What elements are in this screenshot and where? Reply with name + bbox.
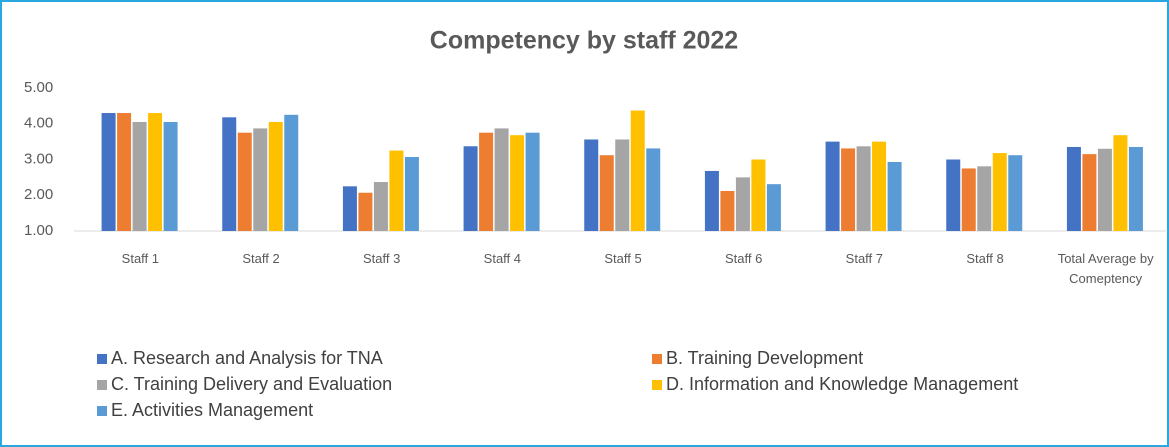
- x-tick-label: Staff 3: [362, 251, 401, 266]
- bar: [946, 159, 961, 231]
- x-tick-label: Staff 7: [845, 251, 883, 266]
- bar: [494, 128, 509, 231]
- bar: [342, 186, 357, 231]
- legend-label: E. Activities Management: [111, 400, 314, 420]
- bar: [766, 184, 781, 231]
- bar: [872, 141, 887, 231]
- legend-swatch: [97, 353, 107, 364]
- bar: [584, 139, 599, 231]
- legend-label: C. Training Delivery and Evaluation: [111, 374, 393, 394]
- bar: [132, 121, 147, 231]
- bar: [887, 162, 902, 231]
- legend-item: C. Training Delivery and Evaluation: [97, 374, 392, 395]
- bar: [510, 135, 525, 231]
- bar: [525, 132, 540, 231]
- x-tick-label: Staff 5: [604, 251, 642, 266]
- bar: [961, 168, 976, 231]
- x-tick-label: Staff 6: [724, 251, 763, 266]
- bar: [1128, 146, 1143, 231]
- bar: [630, 110, 645, 231]
- bar: [704, 170, 719, 231]
- bar: [856, 146, 871, 231]
- bar: [977, 166, 992, 231]
- y-tick-label: 5.00: [24, 79, 53, 96]
- x-tick-label: Staff 4: [483, 251, 521, 266]
- bar: [284, 114, 299, 231]
- bar: [163, 121, 178, 231]
- bar: [222, 117, 237, 231]
- bar: [825, 141, 840, 231]
- bar: [463, 146, 478, 231]
- bar: [735, 177, 750, 231]
- bar: [841, 148, 856, 231]
- y-tick-label: 4.00: [24, 115, 53, 132]
- bar: [1097, 148, 1112, 231]
- bar: [358, 192, 373, 231]
- y-tick-label: 1.00: [24, 222, 53, 239]
- bar: [237, 132, 252, 231]
- bar: [479, 132, 494, 231]
- bar: [646, 148, 661, 231]
- bar: [404, 156, 419, 231]
- legend-label: D. Information and Knowledge Management: [666, 374, 1019, 394]
- legend-label: A. Research and Analysis for TNA: [111, 348, 383, 368]
- bar: [992, 153, 1007, 231]
- legend-item: E. Activities Management: [97, 400, 313, 421]
- bar: [720, 190, 735, 231]
- bar: [148, 113, 163, 231]
- bar: [373, 182, 388, 231]
- legend-item: A. Research and Analysis for TNA: [97, 348, 383, 369]
- bar: [1113, 135, 1128, 231]
- bar: [389, 150, 404, 231]
- x-tick-label: Staff 2: [242, 251, 280, 266]
- x-tick-label: Staff 1: [121, 251, 159, 266]
- bar: [253, 128, 268, 231]
- legend-label: B. Training Development: [666, 348, 864, 368]
- bar: [1082, 154, 1097, 231]
- bar: [751, 159, 766, 231]
- legend-item: D. Information and Knowledge Management: [652, 374, 1018, 395]
- bar: [599, 155, 614, 231]
- bar: [1008, 155, 1023, 231]
- chart-title: Competency by staff 2022: [430, 27, 738, 55]
- legend-item: B. Training Development: [652, 348, 863, 369]
- legend-swatch: [652, 353, 662, 364]
- legend-swatch: [97, 379, 107, 390]
- legend-swatch: [97, 405, 107, 416]
- bar: [615, 139, 630, 231]
- legend-swatch: [652, 379, 662, 390]
- y-tick-label: 3.00: [24, 150, 53, 167]
- bar: [101, 113, 116, 231]
- bar: [117, 113, 132, 231]
- x-tick-label: Staff 8: [966, 251, 1004, 266]
- bar: [1066, 146, 1081, 231]
- x-tick-label: Total Average by Comeptency: [1057, 251, 1154, 286]
- bar: [268, 121, 283, 231]
- y-tick-label: 2.00: [24, 186, 53, 203]
